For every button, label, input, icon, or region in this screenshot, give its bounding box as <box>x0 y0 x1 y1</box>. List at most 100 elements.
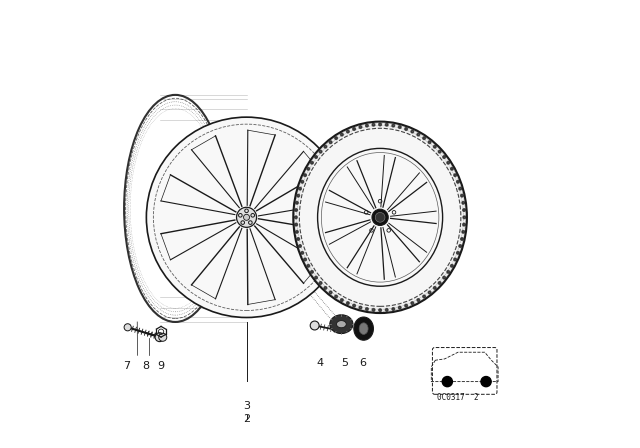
Circle shape <box>411 130 413 133</box>
Circle shape <box>329 291 332 294</box>
Circle shape <box>392 124 395 127</box>
Circle shape <box>124 324 131 331</box>
Circle shape <box>404 304 408 307</box>
Circle shape <box>463 223 465 226</box>
Circle shape <box>353 304 355 307</box>
Text: 1: 1 <box>427 240 435 253</box>
Circle shape <box>329 141 332 143</box>
Circle shape <box>244 214 250 220</box>
Circle shape <box>301 181 303 183</box>
Circle shape <box>442 376 452 387</box>
Circle shape <box>159 333 167 341</box>
Circle shape <box>385 123 388 126</box>
Circle shape <box>428 141 431 143</box>
Circle shape <box>443 276 445 279</box>
Circle shape <box>294 216 297 219</box>
Circle shape <box>443 156 445 158</box>
Circle shape <box>433 146 436 148</box>
Circle shape <box>353 128 355 130</box>
Circle shape <box>315 156 317 158</box>
Circle shape <box>365 124 368 127</box>
Circle shape <box>454 258 456 261</box>
Circle shape <box>346 130 349 133</box>
Circle shape <box>324 287 327 289</box>
Circle shape <box>404 128 408 130</box>
Circle shape <box>237 207 257 227</box>
Circle shape <box>372 309 375 311</box>
Text: 7: 7 <box>123 361 130 370</box>
Circle shape <box>304 258 307 261</box>
Circle shape <box>385 309 388 311</box>
Circle shape <box>447 271 449 273</box>
Circle shape <box>399 306 401 309</box>
Circle shape <box>301 251 303 254</box>
Circle shape <box>297 194 300 197</box>
Text: 3: 3 <box>243 401 250 411</box>
Circle shape <box>456 181 460 183</box>
Text: 6: 6 <box>359 358 366 368</box>
Circle shape <box>304 174 307 177</box>
Circle shape <box>447 161 449 164</box>
Circle shape <box>417 299 420 302</box>
Circle shape <box>296 202 298 204</box>
Circle shape <box>155 333 164 342</box>
Circle shape <box>324 146 327 148</box>
Circle shape <box>340 133 343 136</box>
Text: 2: 2 <box>243 414 250 424</box>
Circle shape <box>428 291 431 294</box>
Circle shape <box>461 237 463 240</box>
Circle shape <box>392 308 395 310</box>
Circle shape <box>433 287 436 289</box>
Ellipse shape <box>293 121 467 313</box>
Circle shape <box>310 161 314 164</box>
Circle shape <box>315 276 317 279</box>
Circle shape <box>307 168 310 170</box>
Circle shape <box>459 187 461 190</box>
Ellipse shape <box>359 323 368 334</box>
Circle shape <box>463 209 465 211</box>
Circle shape <box>451 168 453 170</box>
Circle shape <box>372 209 388 225</box>
Circle shape <box>359 126 362 129</box>
Text: 8: 8 <box>142 361 149 370</box>
Circle shape <box>365 308 368 310</box>
Circle shape <box>461 194 463 197</box>
Circle shape <box>399 126 401 129</box>
Circle shape <box>463 216 466 219</box>
Circle shape <box>307 264 310 267</box>
Circle shape <box>423 137 426 139</box>
Circle shape <box>372 123 375 126</box>
Ellipse shape <box>337 321 346 328</box>
Circle shape <box>451 264 453 267</box>
Text: 9: 9 <box>157 361 164 370</box>
Circle shape <box>459 245 461 247</box>
Text: 4: 4 <box>316 358 324 368</box>
Circle shape <box>411 302 413 305</box>
Circle shape <box>438 151 441 153</box>
Circle shape <box>310 271 314 273</box>
Text: 5: 5 <box>341 358 348 368</box>
Circle shape <box>346 302 349 305</box>
Circle shape <box>295 223 298 226</box>
Circle shape <box>481 376 491 387</box>
Ellipse shape <box>354 317 373 340</box>
Circle shape <box>319 151 322 153</box>
Circle shape <box>379 123 381 126</box>
Circle shape <box>462 231 465 233</box>
Text: 0C0317  2: 0C0317 2 <box>437 393 479 402</box>
Circle shape <box>319 282 322 284</box>
Circle shape <box>340 299 343 302</box>
Circle shape <box>299 187 301 190</box>
Circle shape <box>296 231 298 233</box>
Circle shape <box>147 117 347 318</box>
Circle shape <box>299 245 301 247</box>
Circle shape <box>310 321 319 330</box>
Circle shape <box>379 309 381 311</box>
Circle shape <box>456 251 460 254</box>
Circle shape <box>335 137 337 139</box>
Ellipse shape <box>300 128 461 306</box>
Ellipse shape <box>317 148 443 286</box>
Circle shape <box>375 212 385 222</box>
Ellipse shape <box>330 315 353 333</box>
Circle shape <box>335 295 337 298</box>
